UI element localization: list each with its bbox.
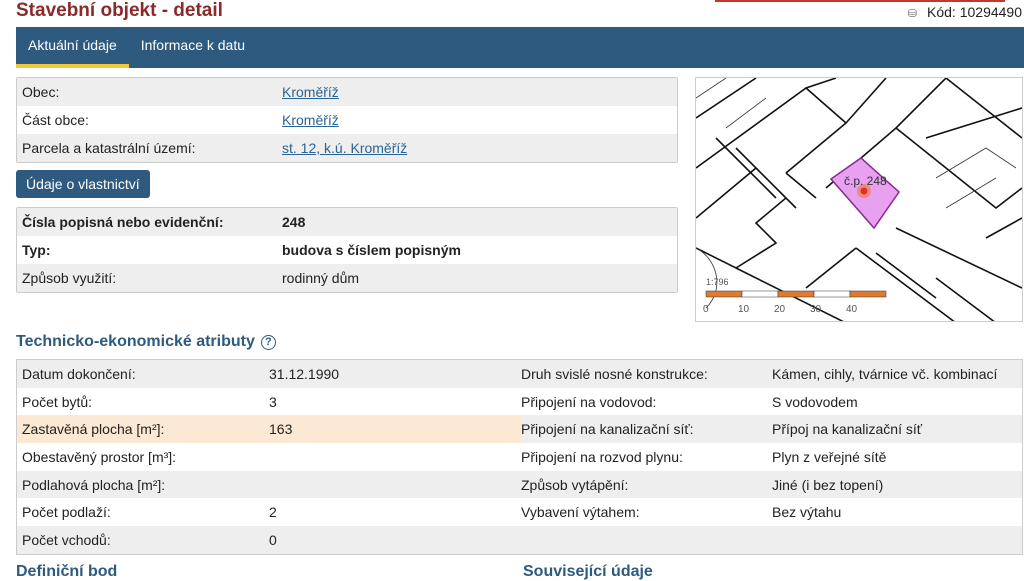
parcel-link[interactable]: st. 12, k.ú. Kroměříž — [282, 140, 408, 156]
table-row: Obestavěný prostor [m³]: Připojení na roz… — [17, 443, 1022, 471]
row-label: Připojení na vodovod: — [521, 393, 657, 410]
row-value: 0 — [269, 531, 277, 548]
building-table: Čísla popisná nebo evidenční: 248 Typ: bud… — [16, 207, 678, 293]
tab-current-data[interactable]: Aktuální údaje — [16, 27, 129, 68]
related-data-heading: Související údaje — [523, 563, 653, 580]
table-row: Způsob využití: rodinný dům — [17, 264, 677, 292]
map-scale-text: 1:796 — [706, 277, 729, 287]
row-label: Vybavení výtahem: — [521, 504, 640, 521]
row-label: Obec: — [22, 84, 60, 100]
question-circle-icon[interactable]: ? — [260, 335, 276, 350]
row-value: Plyn z veřejné sítě — [772, 448, 887, 465]
table-row: Čísla popisná nebo evidenční: 248 — [17, 208, 677, 236]
table-row: Počet vchodů: 0 — [17, 526, 1022, 554]
code-text: Kód: 10294490 — [927, 4, 1022, 20]
table-row: Typ: budova s číslem popisným — [17, 236, 677, 264]
database-icon: ⛁ — [907, 8, 918, 20]
row-label: Podlahová plocha [m²]: — [22, 476, 166, 493]
row-value: Kámen, cihly, tvárnice vč. kombinací — [772, 365, 998, 382]
table-row: Obec: Kroměříž — [17, 78, 677, 106]
row-label: Typ: — [22, 242, 51, 258]
map-building-label: č.p. 248 — [844, 174, 887, 188]
table-row: Zastavěná plocha [m²]: 163 Připojení na ka… — [17, 415, 1022, 444]
row-label: Počet podlaží: — [22, 504, 111, 521]
ownership-button[interactable]: Údaje o vlastnictví — [16, 170, 150, 198]
row-label: Způsob využití: — [22, 270, 117, 286]
row-label: Druh svislé nosné konstrukce: — [521, 365, 708, 382]
row-label: Parcela a katastrální území: — [22, 140, 196, 156]
row-label: Obestavěný prostor [m³]: — [22, 448, 177, 465]
table-row: Parcela a katastrální území: st. 12, k.ú.… — [17, 134, 677, 162]
row-label: Způsob vytápění: — [521, 476, 629, 493]
row-value: 2 — [269, 504, 277, 521]
scale-tick: 30 — [810, 304, 822, 315]
map-scale-bar — [705, 290, 887, 298]
row-label: Zastavěná plocha [m²]: — [17, 415, 269, 444]
row-value: Bez výtahu — [772, 504, 842, 521]
row-value: budova s číslem popisným — [282, 242, 461, 258]
row-value: Přípoj na kanalizační síť — [772, 421, 922, 438]
row-label: Část obce: — [22, 112, 89, 128]
row-label: Datum dokončení: — [22, 365, 136, 382]
scale-tick: 20 — [774, 304, 786, 315]
table-row: Datum dokončení: 31.12.1990 Druh svislé no… — [17, 360, 1022, 388]
row-label: Připojení na rozvod plynu: — [521, 448, 683, 465]
row-value: 163 — [269, 415, 521, 444]
tech-section-title: Technicko-ekonomické atributy? — [16, 333, 276, 351]
table-row: Část obce: Kroměříž — [17, 106, 677, 134]
cadastral-map[interactable]: č.p. 248 1:796 0 10 20 30 40 — [695, 77, 1023, 324]
row-label: Čísla popisná nebo evidenční: — [22, 214, 224, 230]
object-code: ⛁ Kód: 10294490 — [908, 4, 1022, 20]
row-value: 248 — [282, 214, 306, 230]
scale-tick: 0 — [703, 304, 709, 315]
row-value: rodinný dům — [282, 270, 360, 286]
page-title: Stavební objekt - detail — [16, 0, 223, 21]
row-label: Připojení na kanalizační síť: — [521, 421, 694, 438]
row-label: Počet bytů: — [22, 393, 93, 410]
location-table: Obec: Kroměříž Část obce: Kroměříž Parcela… — [16, 77, 678, 163]
tab-info-by-date[interactable]: Informace k datu — [140, 37, 246, 53]
municipality-part-link[interactable]: Kroměříž — [282, 112, 339, 128]
municipality-link[interactable]: Kroměříž — [282, 84, 339, 100]
scale-tick: 40 — [846, 304, 858, 315]
row-value: Jiné (i bez topení) — [772, 476, 884, 493]
row-label: Počet vchodů: — [22, 531, 111, 548]
table-row: Počet bytů: 3 Připojení na vodovod: S vodov… — [17, 388, 1022, 416]
map-drawing: č.p. 248 1:796 0 10 20 30 40 — [695, 77, 1023, 324]
table-row: Podlahová plocha [m²]: Způsob vytápění: Ji… — [17, 470, 1022, 499]
row-value: 31.12.1990 — [269, 365, 340, 382]
header-accent-bar — [715, 0, 1005, 2]
table-row: Počet podlaží: 2 Vybavení výtahem: Bez výta… — [17, 498, 1022, 526]
tab-bar: Aktuální údaje Informace k datu — [16, 27, 1024, 68]
tech-title-text: Technicko-ekonomické atributy — [16, 333, 255, 350]
definition-point-heading: Definiční bod — [16, 563, 118, 580]
scale-tick: 10 — [738, 304, 750, 315]
row-value: 3 — [269, 393, 277, 410]
tech-attributes-table: Datum dokončení: 31.12.1990 Druh svislé no… — [16, 359, 1023, 555]
row-value: S vodovodem — [772, 393, 858, 410]
